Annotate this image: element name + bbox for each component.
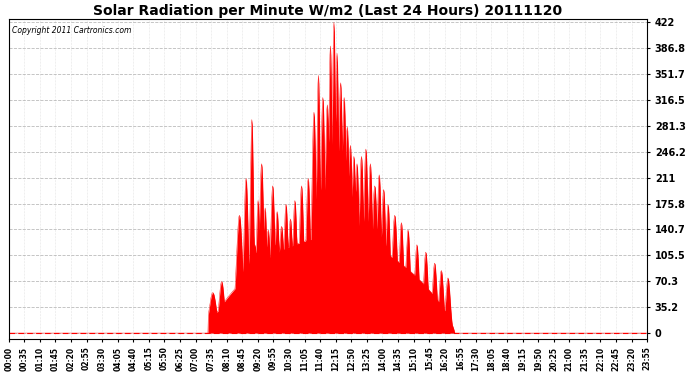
Title: Solar Radiation per Minute W/m2 (Last 24 Hours) 20111120: Solar Radiation per Minute W/m2 (Last 24… [93,4,562,18]
Text: Copyright 2011 Cartronics.com: Copyright 2011 Cartronics.com [12,26,131,35]
